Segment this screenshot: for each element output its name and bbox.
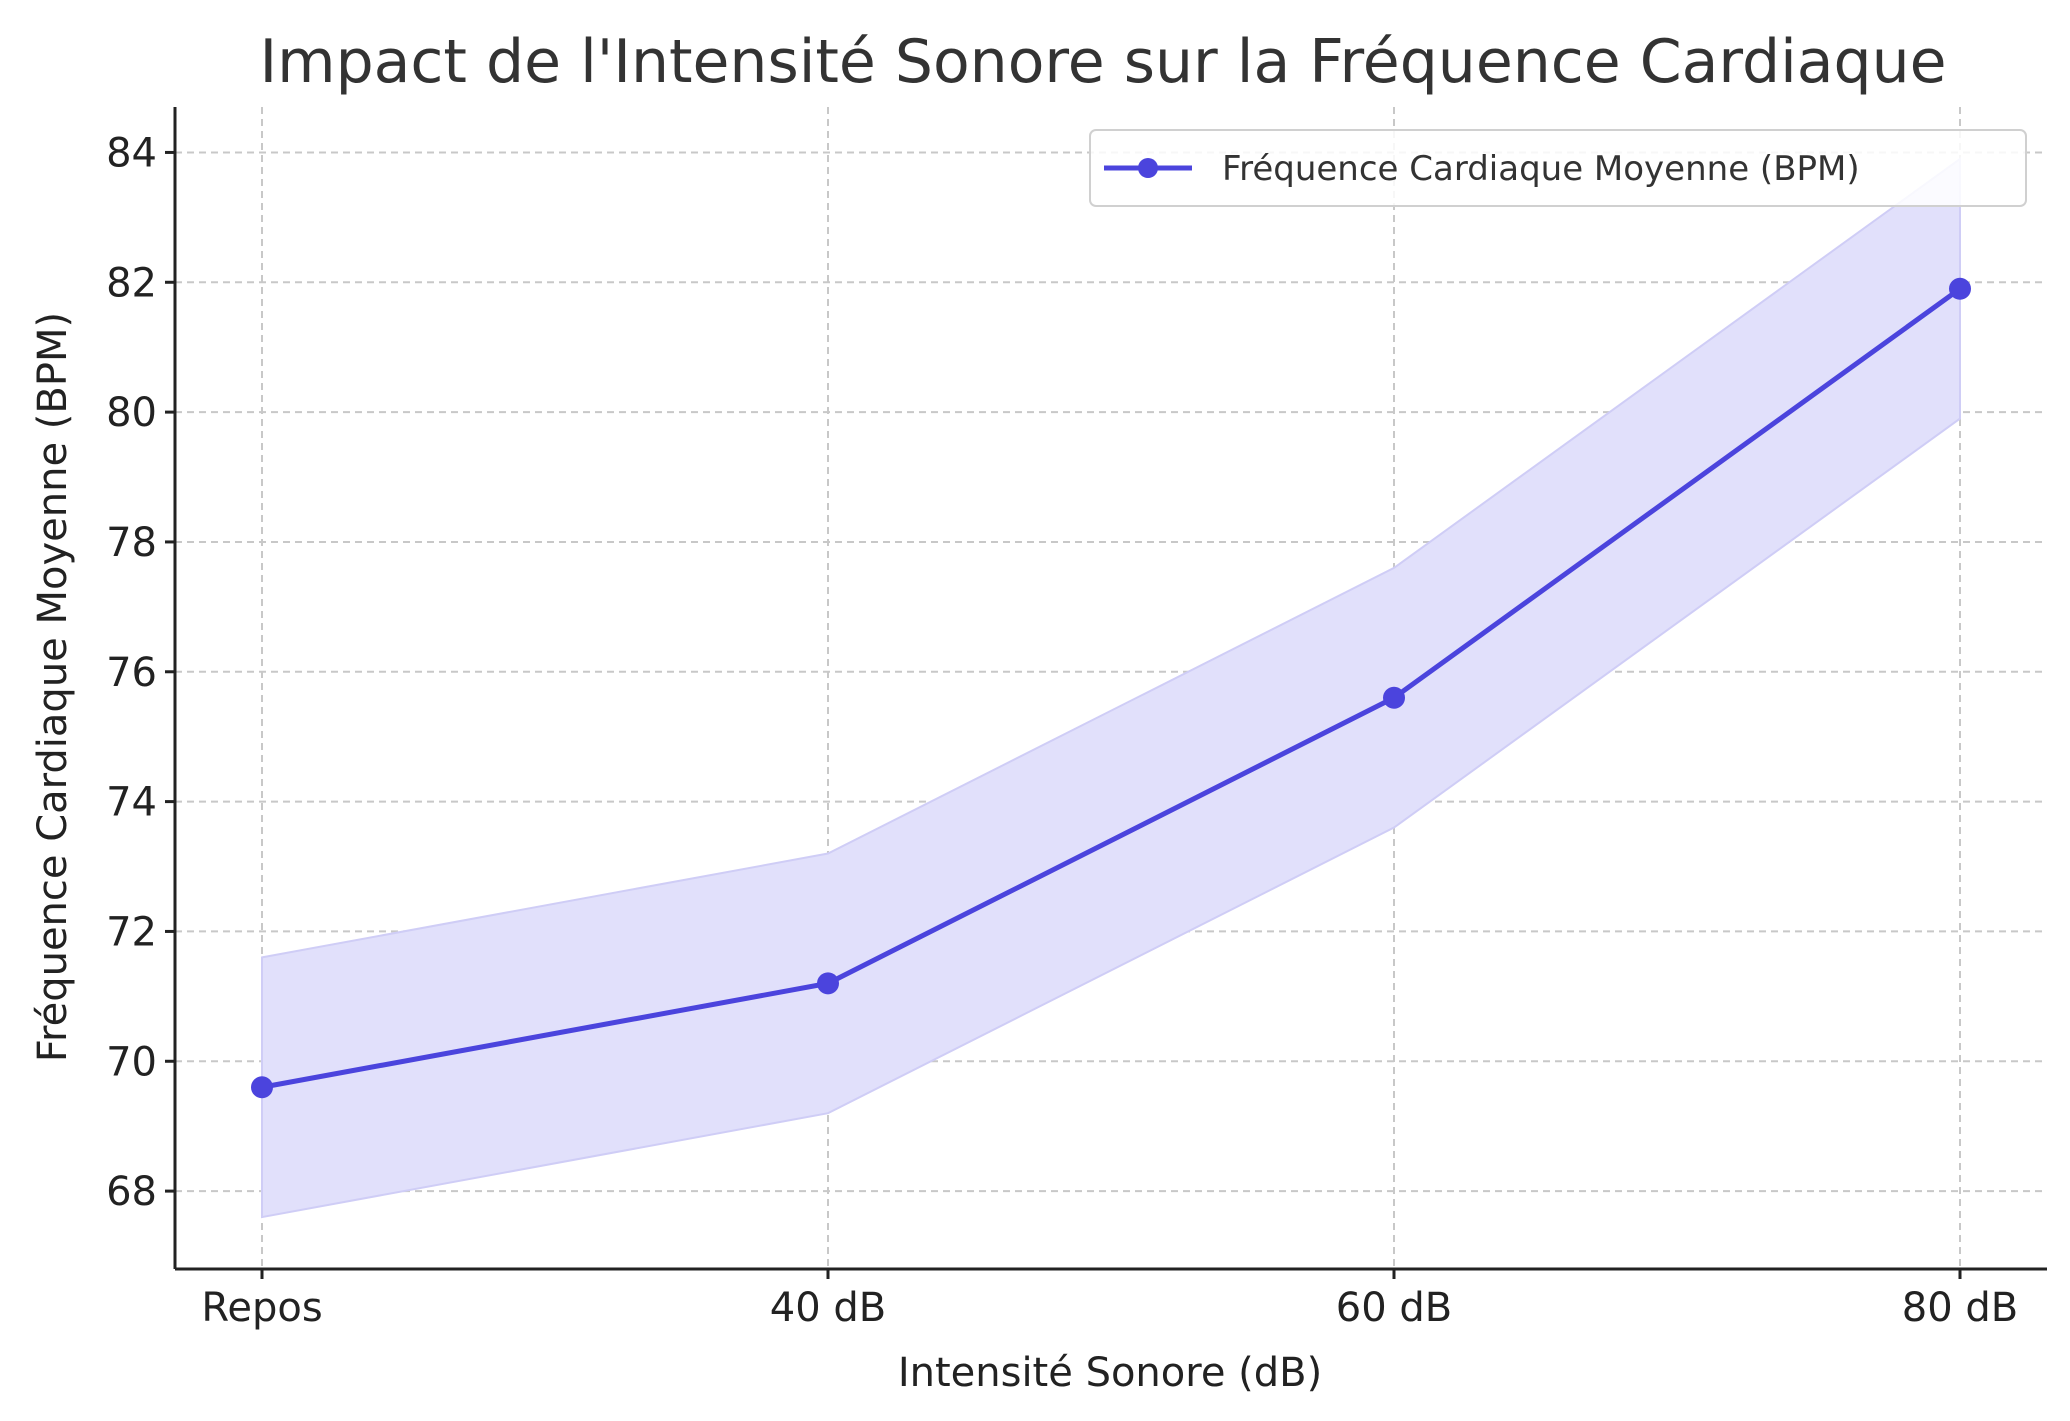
y-tick-label: 72 (106, 909, 157, 955)
data-point (1949, 277, 1971, 300)
y-axis-label: Fréquence Cardiaque Moyenne (BPM) (30, 312, 76, 1062)
y-tick-label: 70 (106, 1039, 157, 1085)
x-tick-label: 80 dB (1902, 1285, 2018, 1331)
y-tick-label: 80 (106, 390, 157, 436)
series-line-layer (261, 286, 1962, 1090)
x-axis-ticks: Repos 40 dB 60 dB 80 dB (201, 1269, 2018, 1331)
x-tick-label: Repos (201, 1285, 322, 1331)
legend-box (1089, 129, 2027, 207)
chart-title: Impact de l'Intensité Sonore sur la Fréq… (259, 27, 1946, 97)
legend-marker-swatch (1138, 158, 1158, 178)
y-tick-label: 74 (106, 780, 157, 826)
legend-label: Fréquence Cardiaque Moyenne (BPM) (1222, 149, 1860, 189)
x-tick-label: 60 dB (1336, 1285, 1452, 1331)
confidence-band-layer (261, 156, 1961, 1219)
data-points-layer (251, 277, 1971, 1099)
data-point (251, 1076, 273, 1099)
y-tick-label: 82 (106, 260, 157, 306)
x-tick-label: 40 dB (770, 1285, 886, 1331)
confidence-band (261, 156, 1961, 1219)
series-line (261, 286, 1962, 1090)
y-axis-ticks: 68 70 72 74 76 78 80 82 84 (106, 130, 175, 1215)
y-tick-label: 68 (106, 1169, 157, 1215)
legend: Fréquence Cardiaque Moyenne (BPM) (1089, 129, 2027, 207)
y-tick-label: 84 (106, 130, 157, 176)
y-tick-label: 78 (106, 520, 157, 566)
x-axis-label: Intensité Sonore (dB) (898, 1350, 1322, 1396)
data-point (1383, 686, 1405, 709)
y-tick-label: 76 (106, 650, 157, 696)
data-point (817, 972, 839, 995)
